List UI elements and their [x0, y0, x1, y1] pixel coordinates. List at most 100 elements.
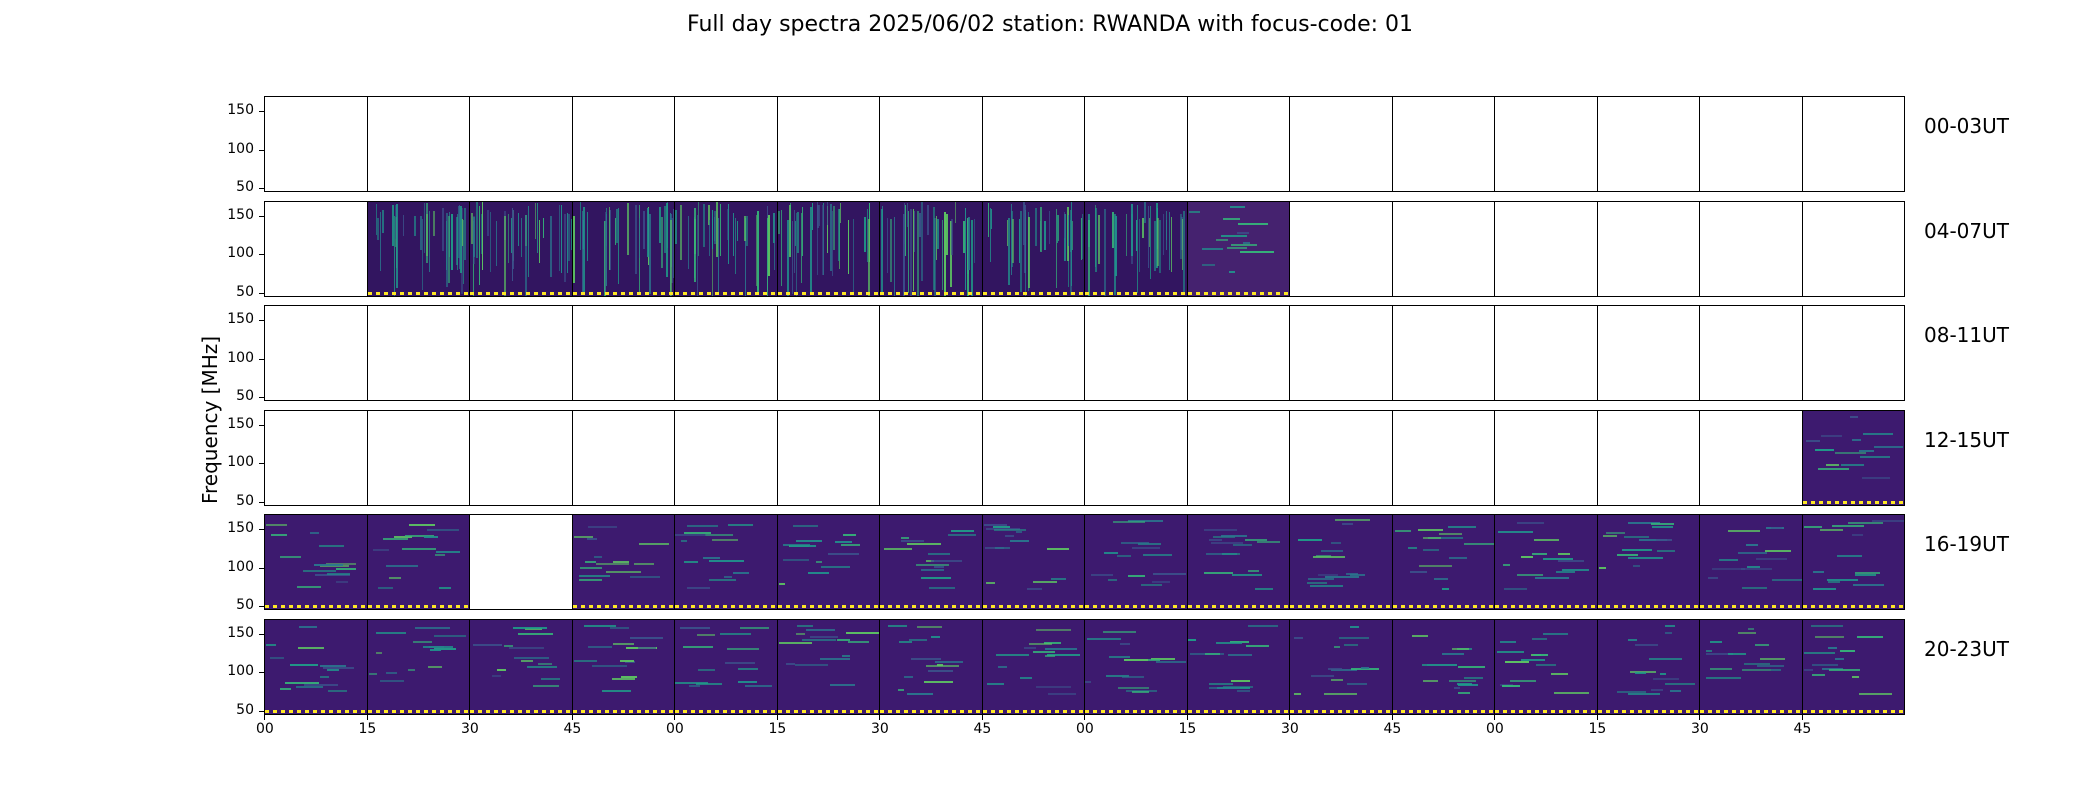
signal-streak — [820, 566, 850, 568]
signal-streak — [696, 682, 722, 685]
signal-streak — [1504, 588, 1527, 590]
signal-streak — [423, 202, 425, 253]
spectrum-panel — [981, 618, 1085, 715]
x-tick-label: 15 — [358, 720, 377, 737]
signal-streak — [1220, 234, 1247, 237]
signal-streak — [718, 217, 719, 293]
signal-streak — [1532, 553, 1547, 555]
signal-streak — [818, 204, 820, 226]
signal-streak — [963, 220, 965, 253]
spectrum-panel — [776, 96, 880, 192]
signal-streak — [1851, 438, 1861, 441]
signal-streak — [786, 219, 789, 296]
y-tick-label: 50 — [236, 283, 254, 300]
row-label: 08-11UT — [1924, 323, 2009, 347]
signal-streak — [928, 669, 953, 672]
signal-streak — [1503, 564, 1510, 566]
signal-streak — [1230, 243, 1257, 246]
spectrum-panel — [674, 200, 778, 297]
spectrum-panel — [1391, 618, 1495, 715]
signal-streak — [1226, 246, 1247, 249]
signal-streak — [1447, 526, 1476, 528]
signal-streak — [1032, 581, 1057, 583]
signal-streak — [921, 201, 923, 281]
spectrum-panel — [571, 514, 675, 610]
signal-streak — [579, 201, 581, 250]
signal-streak — [385, 565, 418, 567]
x-tick-label: 45 — [1793, 720, 1812, 737]
signal-streak — [924, 680, 953, 683]
x-tick-label: 15 — [1588, 720, 1607, 737]
signal-streak — [1407, 547, 1417, 549]
signal-streak — [995, 653, 1029, 656]
signal-streak — [1441, 652, 1464, 655]
signal-streak — [429, 648, 441, 651]
x-tick-mark — [1391, 714, 1393, 720]
signal-streak — [672, 208, 674, 278]
signal-streak — [1009, 540, 1029, 542]
spectrum-panel — [1494, 200, 1598, 297]
signal-streak — [1128, 520, 1163, 522]
figure-title: Full day spectra 2025/06/02 station: RWA… — [687, 12, 1413, 37]
signal-streak — [993, 529, 1026, 531]
signal-streak — [727, 647, 759, 650]
spectrum-panel — [1186, 200, 1290, 297]
spectrum-panel — [469, 96, 573, 192]
signal-streak — [629, 576, 660, 578]
signal-streak — [1109, 655, 1130, 658]
signal-streak — [936, 215, 937, 260]
signal-streak — [904, 675, 913, 678]
spectrum-panel — [1289, 305, 1393, 401]
signal-streak — [1201, 263, 1215, 266]
y-tick-label: 50 — [236, 492, 254, 509]
spectrum-panel — [1289, 514, 1393, 610]
x-tick-mark — [469, 714, 470, 720]
signal-streak — [1805, 439, 1820, 442]
signal-streak — [1228, 270, 1235, 273]
signal-streak — [377, 587, 393, 589]
signal-streak — [1771, 668, 1781, 671]
signal-streak — [1627, 692, 1660, 695]
baseline-markers — [1597, 605, 1699, 608]
signal-streak — [795, 632, 805, 635]
baseline-markers — [1700, 605, 1802, 608]
signal-streak — [1159, 219, 1161, 273]
signal-streak — [1861, 476, 1890, 479]
signal-streak — [1222, 217, 1240, 220]
signal-streak — [990, 208, 992, 229]
signal-streak — [445, 220, 447, 270]
signal-streak — [738, 680, 757, 683]
x-tick-label: 30 — [1281, 720, 1299, 737]
signal-streak — [1502, 684, 1520, 687]
signal-streak — [1811, 663, 1838, 666]
signal-streak — [903, 213, 905, 296]
signal-streak — [1856, 635, 1883, 638]
baseline-markers — [572, 291, 674, 295]
signal-streak — [319, 545, 344, 547]
signal-streak — [578, 579, 602, 581]
signal-streak — [984, 547, 1004, 549]
baseline-markers — [367, 709, 469, 713]
signal-streak — [601, 689, 631, 692]
signal-streak — [422, 645, 453, 648]
x-tick-mark — [264, 714, 265, 720]
signal-streak — [1034, 207, 1037, 246]
signal-streak — [815, 561, 822, 563]
signal-streak — [928, 553, 950, 555]
signal-streak — [1742, 587, 1767, 589]
y-tick-mark — [259, 567, 264, 569]
signal-streak — [421, 218, 423, 290]
signal-streak — [1080, 217, 1082, 260]
signal-streak — [827, 553, 859, 555]
signal-streak — [605, 571, 641, 573]
signal-streak — [1638, 539, 1667, 541]
signal-streak — [709, 219, 710, 256]
signal-streak — [1221, 553, 1240, 555]
signal-streak — [624, 660, 635, 663]
signal-streak — [533, 684, 559, 687]
signal-streak — [1664, 624, 1675, 627]
signal-streak — [395, 203, 398, 288]
signal-streak — [929, 587, 955, 589]
signal-streak — [1873, 445, 1903, 448]
signal-streak — [1132, 690, 1149, 693]
